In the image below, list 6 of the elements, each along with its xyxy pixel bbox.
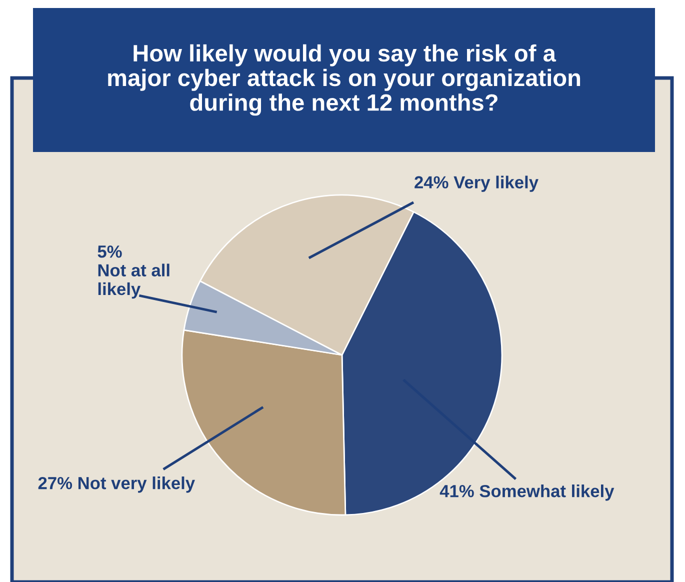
slice-label: Not at all likely — [98, 264, 170, 299]
data-label: 5% — [98, 246, 122, 258]
slice-label: 27% Not very likely — [38, 476, 195, 493]
chart-title: How likely would you say the risk of a major cyber attack is on your organization during the next 12 months? — [108, 44, 580, 116]
slice-label: 24% Very likely — [414, 176, 538, 192]
slice-label: 41% Somewhat likely — [440, 484, 614, 501]
